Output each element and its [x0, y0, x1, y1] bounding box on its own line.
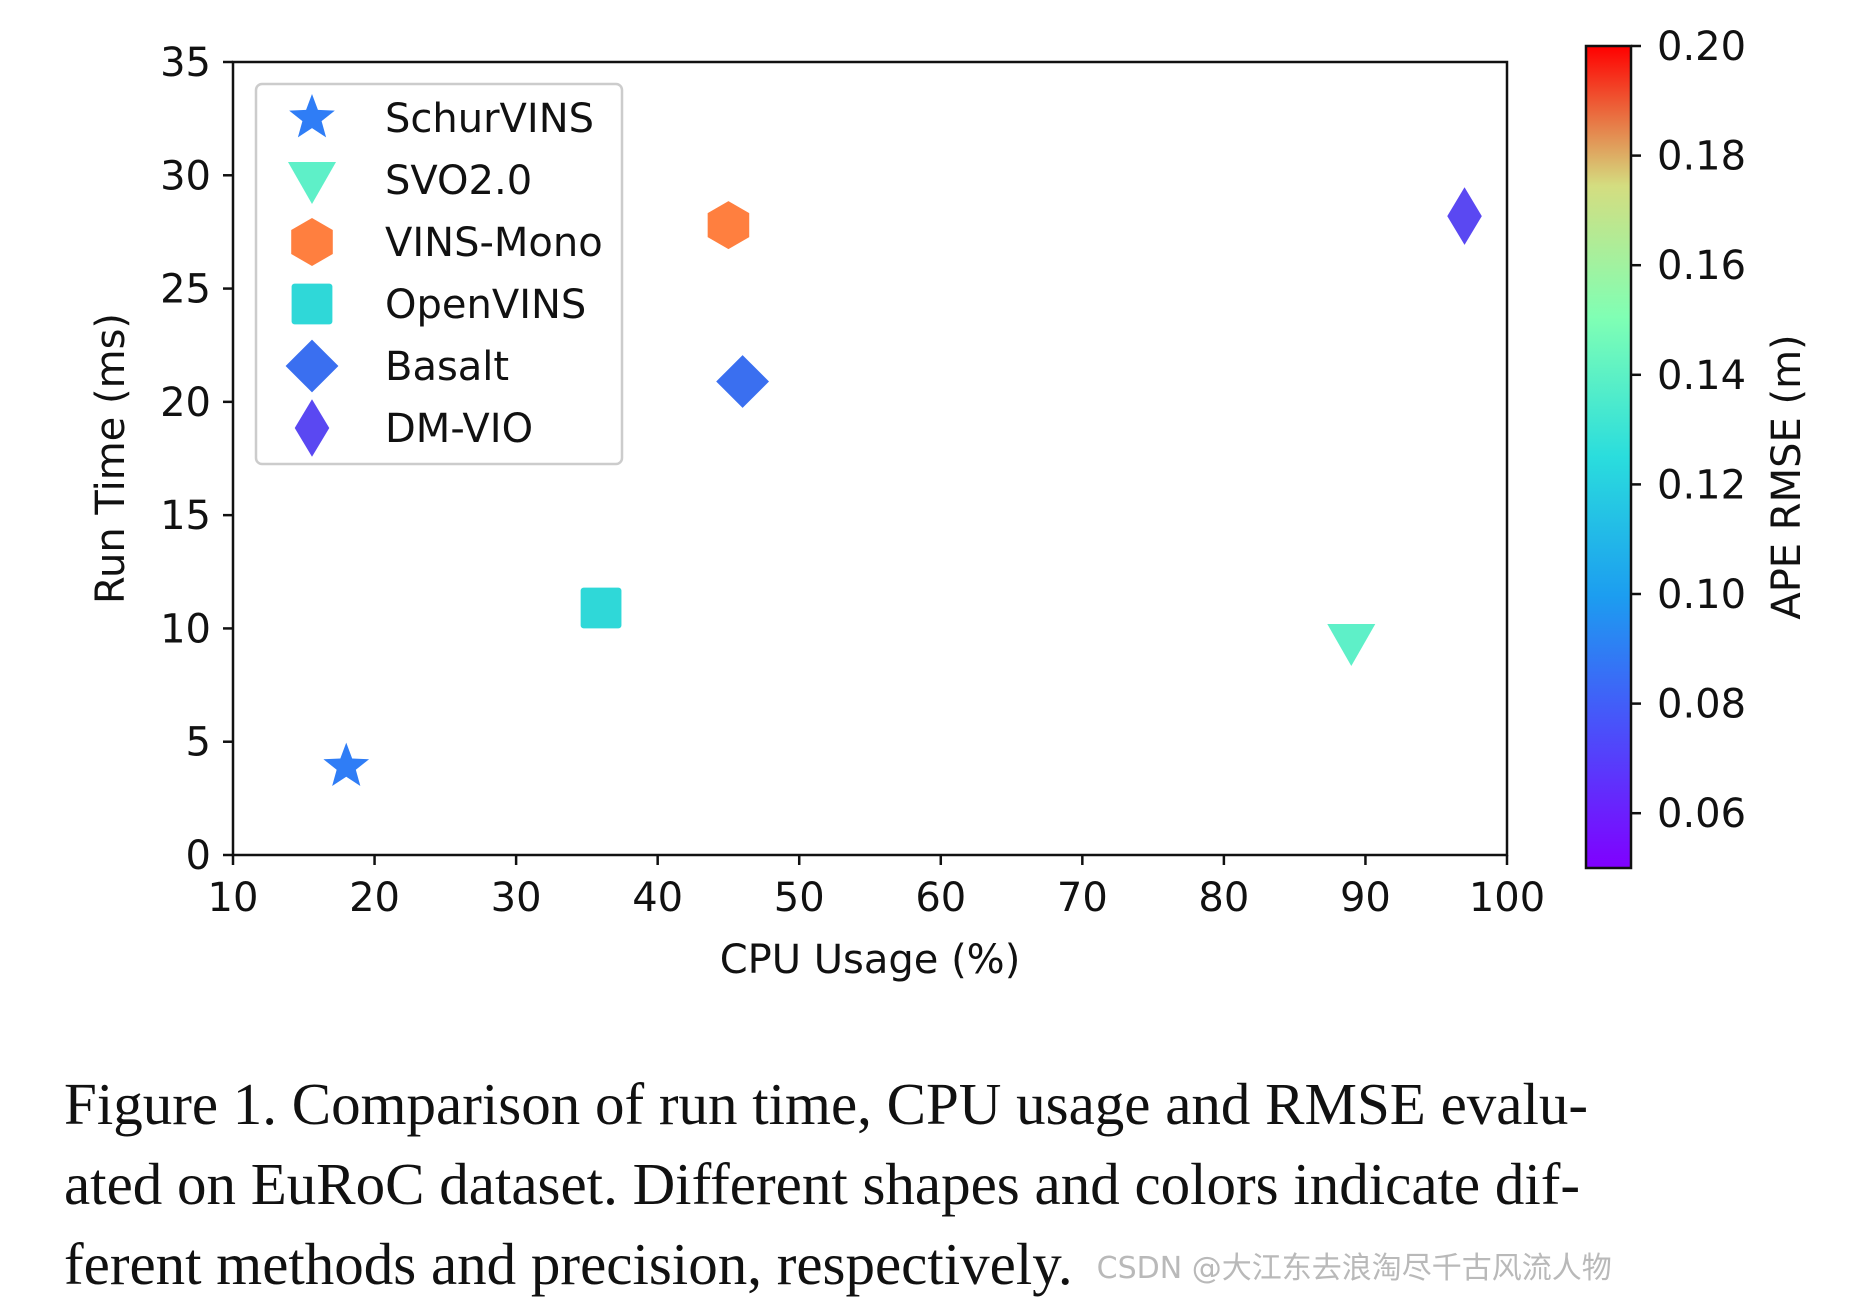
- marker-dm-vio: [1447, 187, 1482, 245]
- colorbar-tick-label: 0.08: [1657, 682, 1746, 728]
- marker-basalt: [716, 355, 769, 408]
- legend-label-dm-vio: DM-VIO: [385, 406, 533, 452]
- legend: SchurVINS SVO2.0 VINS-Mono OpenVINS Basalt DM…: [254, 82, 624, 466]
- watermark: CSDN @大江东去浪淘尽千古风流人物: [1096, 1251, 1612, 1286]
- marker-svo2-0: [1327, 624, 1376, 667]
- colorbar-tick-label: 0.14: [1657, 353, 1746, 399]
- caption-line-text: ferent methods and precision, respective…: [64, 1231, 1073, 1297]
- y-tick-label: 25: [160, 267, 211, 313]
- x-tick-label: 50: [774, 875, 825, 921]
- colorbar-label: APE RMSE (m): [1764, 334, 1810, 619]
- x-tick-label: 30: [491, 875, 542, 921]
- y-tick-label: 0: [186, 833, 211, 879]
- y-tick-label: 30: [160, 153, 211, 199]
- legend-marker-dm-vio: [294, 399, 330, 457]
- legend-marker-svo2-0: [288, 162, 336, 204]
- x-tick-label: 10: [208, 875, 259, 921]
- y-tick-label: 35: [160, 40, 211, 86]
- legend-label-openvins: OpenVINS: [385, 282, 586, 328]
- legend-label-svo2-0: SVO2.0: [385, 158, 532, 204]
- y-axis-label: Run Time (ms): [88, 313, 134, 604]
- legend-marker-vins-mono: [291, 218, 333, 266]
- scatter-chart: 10 20 30 40 50 60 70 80 90 100 0 5 10 15 20 25 30 35 CPU…: [88, 24, 1810, 983]
- x-tick-label: 40: [632, 875, 683, 921]
- legend-label-vins-mono: VINS-Mono: [385, 220, 603, 266]
- x-tick-label: 70: [1057, 875, 1108, 921]
- x-tick-label: 80: [1198, 875, 1249, 921]
- y-axis-ticks: 0 5 10 15 20 25 30 35: [160, 40, 233, 879]
- y-tick-label: 15: [160, 493, 211, 539]
- x-tick-label: 90: [1340, 875, 1391, 921]
- x-axis-label: CPU Usage (%): [720, 937, 1021, 983]
- figure-caption: Figure 1. Comparison of run time, CPU us…: [64, 1064, 1840, 1309]
- y-tick-label: 10: [160, 606, 211, 652]
- colorbar-tick-label: 0.12: [1657, 462, 1746, 508]
- legend-box: [254, 82, 624, 466]
- legend-marker-openvins: [291, 283, 333, 325]
- x-tick-label: 60: [915, 875, 966, 921]
- legend-marker-basalt: [285, 339, 339, 393]
- y-tick-label: 20: [160, 380, 211, 426]
- caption-line: Figure 1. Comparison of run time, CPU us…: [64, 1071, 1589, 1137]
- caption-line: ferent methods and precision, respective…: [64, 1224, 1840, 1309]
- x-tick-label: 20: [349, 875, 400, 921]
- colorbar-tick-label: 0.10: [1657, 572, 1746, 618]
- x-tick-label: 100: [1469, 875, 1545, 921]
- colorbar: 0.06 0.08 0.10 0.12 0.14 0.16 0.18 0.20: [1584, 24, 1746, 870]
- caption-line: ated on EuRoC dataset. Different shapes …: [64, 1151, 1581, 1217]
- marker-vins-mono: [707, 201, 750, 250]
- plot-area-frame: [231, 60, 1509, 857]
- legend-marker-schurvins: [289, 94, 335, 138]
- marker-schurvins: [323, 742, 370, 787]
- data-markers: [323, 187, 1482, 787]
- legend-label-basalt: Basalt: [385, 344, 509, 390]
- colorbar-gradient: [1584, 44, 1633, 870]
- x-axis-ticks: 10 20 30 40 50 60 70 80 90 100: [208, 855, 1545, 921]
- colorbar-tick-label: 0.18: [1657, 134, 1746, 180]
- colorbar-tick-label: 0.16: [1657, 243, 1746, 289]
- marker-openvins: [580, 587, 622, 629]
- colorbar-tick-label: 0.20: [1657, 24, 1746, 70]
- colorbar-tick-label: 0.06: [1657, 791, 1746, 837]
- y-tick-label: 5: [186, 720, 211, 766]
- legend-label-schurvins: SchurVINS: [385, 96, 594, 142]
